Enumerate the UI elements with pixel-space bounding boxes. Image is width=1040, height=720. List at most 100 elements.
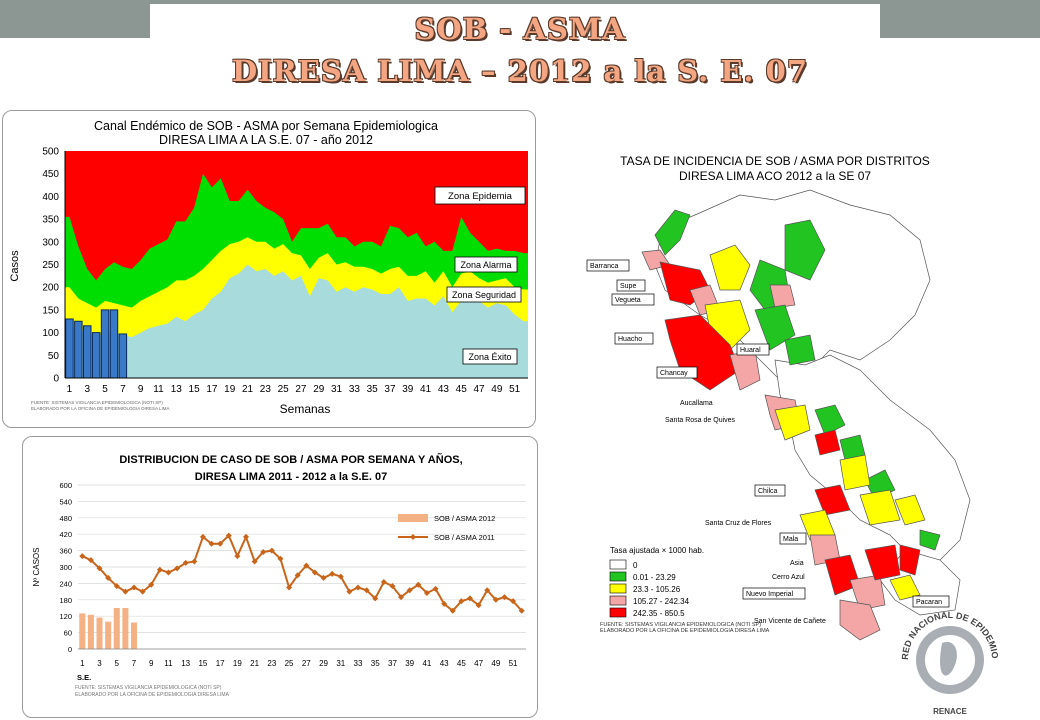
y-tick-label: 360	[59, 547, 72, 556]
distribution-chart: DISTRIBUCION DE CASO DE SOB / ASMA POR S…	[32, 453, 526, 698]
legend-label: 242.35 - 850.5	[633, 609, 685, 618]
y-tick-label: 450	[42, 169, 59, 180]
legend-swatch	[609, 595, 627, 606]
endemic-channel-panel: Canal Endémico de SOB - ASMA por Semana …	[2, 110, 536, 428]
x-tick-label: 51	[509, 659, 518, 668]
x-tick-label: 37	[384, 384, 396, 395]
point-2011-week-38	[398, 594, 405, 601]
point-2011-week-29	[320, 574, 327, 581]
x-tick-label: 19	[233, 659, 242, 668]
point-2011-week-35	[372, 595, 379, 602]
x-tick-label: 47	[474, 659, 483, 668]
point-2011-week-32	[346, 588, 353, 595]
point-2011-week-4	[105, 574, 112, 581]
x-tick-label: 13	[171, 384, 183, 395]
point-2011-week-20	[243, 533, 249, 540]
line-2011	[81, 533, 523, 613]
chart2-legend: SOB / ASMA 2012 SOB / ASMA 2011	[398, 514, 495, 542]
x-tick-label: 39	[402, 384, 414, 395]
bar-week-4	[91, 332, 101, 379]
legend-swatch	[609, 583, 627, 594]
label-supe: Supe	[616, 279, 646, 292]
point-2011-week-46	[467, 595, 473, 602]
x-tick-label: 45	[456, 384, 468, 395]
x-tick-label: 23	[267, 659, 276, 668]
chart2-ylabel: Nº CASOS	[32, 548, 41, 587]
x-tick-label: 31	[331, 384, 343, 395]
label-chancay: Chancay	[656, 366, 698, 379]
point-2011-week-37	[389, 583, 396, 590]
point-2011-week-27	[303, 562, 310, 569]
point-2011-week-5	[113, 583, 120, 590]
svg-text:Chilca: Chilca	[758, 488, 778, 495]
map-legend: Tasa ajustada × 1000 hab. 0 0.01 - 23.29 2…	[609, 546, 704, 618]
legend-label: 0.01 - 23.29	[633, 573, 676, 582]
point-2011-week-18	[225, 532, 232, 539]
x-tick-label: 31	[336, 659, 345, 668]
y-tick-label: 250	[42, 260, 59, 271]
bar-week-7	[118, 333, 128, 379]
bar-week-3	[83, 325, 92, 379]
x-tick-label: 35	[371, 659, 380, 668]
map-districts	[641, 189, 971, 641]
y-tick-label: 50	[48, 351, 60, 362]
point-2011-week-16	[208, 540, 215, 547]
x-tick-label: 33	[354, 659, 363, 668]
x-tick-label: 1	[67, 384, 73, 395]
x-tick-label: 13	[181, 659, 190, 668]
bar-week-2	[74, 320, 83, 379]
point-2011-week-21	[251, 558, 258, 565]
y-tick-label: 500	[42, 147, 59, 158]
svg-text:Chancay: Chancay	[660, 370, 688, 377]
slide-subtitle: DIRESA LIMA – 2012 a la S. E. 07	[231, 54, 809, 88]
map-title-2: DIRESA LIMA ACO 2012 a la SE 07	[679, 169, 871, 183]
svg-text:Vegueta: Vegueta	[615, 297, 641, 304]
chart1-footnote-1: FUENTE: SISTEMAS VIGILANCIA EPIDEMIOLOGI…	[31, 400, 163, 405]
chart1-xlabel: Semanas	[280, 402, 331, 416]
point-2011-week-25	[286, 584, 293, 591]
bar-week-6	[109, 309, 119, 379]
legend-swatch	[609, 559, 627, 570]
chart2-footnote-1: FUENTE: SISTEMAS VIGILANCIA EPIDEMIOLOGI…	[75, 685, 222, 691]
bar-2012-week-3	[96, 617, 103, 649]
logo-subtext: RENACE	[933, 707, 967, 716]
point-2011-week-33	[355, 584, 361, 591]
x-tick-label: 41	[420, 384, 432, 395]
svg-text:Zona Éxito: Zona Éxito	[468, 352, 511, 362]
x-tick-label: 51	[509, 384, 521, 395]
point-2011-week-8	[139, 588, 146, 595]
point-2011-week-9	[148, 581, 155, 588]
label-santa-cruz-de-flores: Santa Cruz de Flores	[705, 520, 772, 527]
x-tick-label: 5	[102, 384, 108, 395]
x-tick-label: 19	[224, 384, 236, 395]
legend-2011: SOB / ASMA 2011	[434, 533, 495, 542]
point-2011-week-1	[79, 553, 86, 560]
map-labels: Barranca Supe Vegueta Huacho Huaral Chan…	[586, 259, 950, 625]
chart1-subtitle: DIRESA LIMA A LA S.E. 07 - año 2012	[159, 133, 373, 147]
svg-text:Barranca: Barranca	[590, 263, 619, 270]
zone-exito-area	[65, 264, 528, 378]
x-tick-label: 27	[295, 384, 307, 395]
point-2011-week-23	[268, 547, 275, 554]
point-2011-week-12	[174, 565, 181, 572]
x-tick-label: 11	[153, 384, 164, 395]
x-tick-label: 15	[198, 659, 207, 668]
point-2011-week-43	[441, 600, 448, 607]
y-tick-label: 350	[42, 215, 59, 226]
chart2-xlabel: S.E.	[77, 673, 91, 682]
x-tick-label: 43	[440, 659, 449, 668]
label-chilca: Chilca	[754, 484, 786, 497]
point-2011-week-17	[217, 540, 224, 547]
x-tick-label: 41	[422, 659, 431, 668]
point-2011-week-15	[199, 533, 206, 540]
x-tick-label: 17	[216, 659, 225, 668]
y-tick-label: 540	[59, 497, 72, 506]
legend-2012: SOB / ASMA 2012	[434, 514, 495, 523]
x-tick-label: 11	[164, 659, 173, 668]
title-box	[150, 4, 880, 38]
x-tick-label: 9	[138, 384, 144, 395]
point-2011-week-45	[458, 598, 465, 605]
x-tick-label: 29	[319, 659, 328, 668]
point-2011-week-7	[131, 584, 137, 591]
slide-title: SOB - ASMA	[414, 12, 626, 46]
